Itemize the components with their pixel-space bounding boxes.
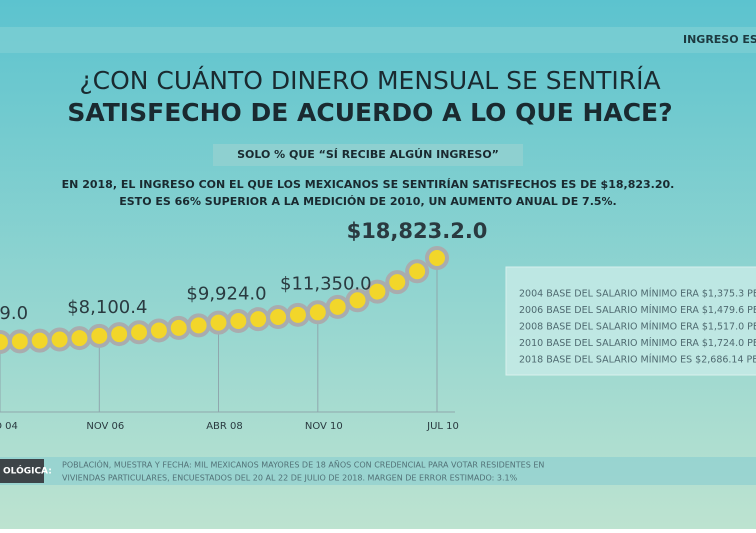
x-tick-label: NOV 10 bbox=[305, 421, 343, 432]
coin bbox=[166, 315, 191, 340]
value-label: $8,100.4 bbox=[67, 297, 147, 318]
coin bbox=[325, 294, 350, 319]
coin bbox=[107, 322, 132, 347]
x-tick-label: ABR 08 bbox=[206, 421, 243, 432]
notes-box bbox=[505, 266, 756, 376]
note: 2010 BASE DEL SALARIO MÍNIMO ERA $1,724.… bbox=[519, 337, 756, 349]
header: INGRESO ES bbox=[683, 33, 756, 46]
coin bbox=[266, 305, 291, 330]
coin bbox=[206, 310, 231, 335]
coin bbox=[146, 318, 171, 343]
coin bbox=[27, 328, 52, 353]
value-label: $11,350.0 bbox=[280, 273, 372, 294]
footer-bar bbox=[0, 457, 756, 485]
note: 2004 BASE DEL SALARIO MÍNIMO ERA $1,375.… bbox=[519, 288, 756, 300]
coin bbox=[7, 329, 32, 354]
footer: VIVIENDAS PARTICULARES, ENCUESTADOS DEL … bbox=[62, 474, 518, 483]
value-label: $18,823.2.0 bbox=[347, 219, 488, 243]
coin bbox=[226, 309, 251, 334]
header-bar bbox=[0, 27, 756, 53]
title: SATISFECHO DE ACUERDO A LO QUE HACE? bbox=[67, 98, 672, 127]
coin bbox=[87, 323, 112, 348]
coin bbox=[285, 302, 310, 327]
subtitle: SOLO % QUE “SÍ RECIBE ALGÚN INGRESO” bbox=[237, 148, 499, 161]
coin bbox=[425, 246, 449, 270]
footer: POBLACIÓN, MUESTRA Y FECHA: MIL MEXICANO… bbox=[62, 459, 544, 470]
coin bbox=[385, 270, 410, 295]
coin bbox=[47, 327, 72, 352]
note: 2006 BASE DEL SALARIO MÍNIMO ERA $1,479.… bbox=[519, 304, 756, 316]
coin bbox=[345, 288, 370, 313]
value-label: 59.0 bbox=[0, 303, 28, 324]
coin bbox=[67, 326, 92, 351]
title: ¿CON CUÁNTO DINERO MENSUAL SE SENTIRÍA bbox=[79, 66, 660, 95]
footer-label: OLÓGICA: bbox=[3, 465, 52, 477]
value-label: $9,924.0 bbox=[186, 284, 266, 305]
coin bbox=[305, 300, 330, 325]
x-tick-label: NOV 06 bbox=[86, 421, 124, 432]
coin bbox=[405, 259, 430, 284]
description: EN 2018, EL INGRESO CON EL QUE LOS MEXIC… bbox=[62, 178, 675, 191]
note: 2008 BASE DEL SALARIO MÍNIMO ERA $1,517.… bbox=[519, 321, 756, 333]
description: ESTO ES 66% SUPERIOR A LA MEDICIÓN DE 20… bbox=[119, 195, 616, 208]
x-tick-label: JUL 10 bbox=[426, 421, 459, 432]
footer-label-box bbox=[0, 459, 44, 483]
coin bbox=[127, 320, 152, 345]
coin bbox=[186, 313, 211, 338]
coin bbox=[365, 279, 390, 304]
coin bbox=[246, 307, 271, 332]
subtitle-box bbox=[213, 144, 523, 166]
note: 2018 BASE DEL SALARIO MÍNIMO ES $2,686.1… bbox=[519, 354, 756, 366]
x-tick-label: O 04 bbox=[0, 421, 18, 432]
